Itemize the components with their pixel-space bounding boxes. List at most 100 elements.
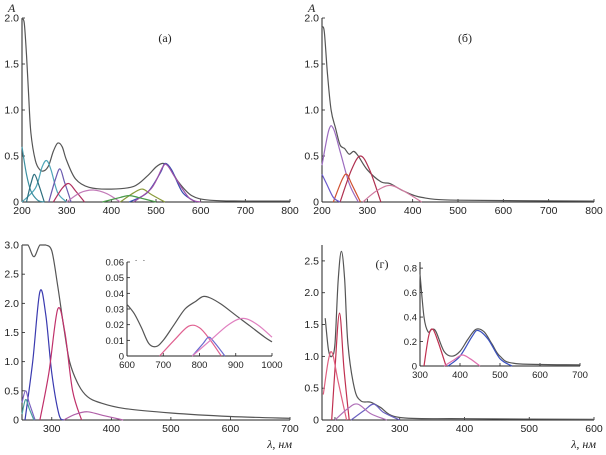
y-tick-label: 1.5 — [4, 327, 19, 339]
x-tick-label: 500 — [147, 205, 165, 217]
x-tick-label: 800 — [281, 205, 299, 217]
inset-total-spectrum-line — [126, 295, 273, 348]
y-tick-label: 0 — [313, 197, 319, 209]
y-tick-label: 0.02 — [106, 320, 125, 331]
total-spectrum-line — [321, 26, 595, 202]
gaussian-component-line — [339, 155, 382, 203]
y-tick-label: 0.01 — [106, 336, 125, 347]
y-tick-label: 0.03 — [106, 305, 125, 316]
y-tick-label: 0 — [119, 352, 124, 363]
y-tick-label: 0.5 — [4, 385, 19, 397]
gaussian-component-line — [25, 173, 45, 203]
x-tick-label: 600 — [192, 205, 210, 217]
panel-a: 200 300 400 500 600 700 800 0 0.5 1.0 1.5 2.0 (а) A — [4, 1, 299, 217]
x-axis-label: λ, нм — [266, 437, 292, 451]
x-tick-label: 300 — [391, 423, 409, 435]
y-tick-label: 0.5 — [304, 383, 319, 395]
y-tick-label: 0 — [412, 362, 417, 373]
x-tick-label: 500 — [162, 423, 180, 435]
x-tick-label: 300 — [412, 370, 428, 381]
gaussian-component-line — [332, 173, 362, 203]
y-tick-label: 0.05 — [106, 273, 125, 284]
x-tick-label: 500 — [520, 423, 538, 435]
y-tick-label: 2.0 — [4, 298, 19, 310]
y-tick-label: 1.5 — [304, 319, 319, 331]
y-tick-label: 2.0 — [304, 13, 319, 25]
gaussian-component-line — [331, 312, 350, 421]
y-tick-label: 2.0 — [304, 287, 319, 299]
y-tick-label: 0.5 — [4, 151, 19, 163]
x-tick-label: 700 — [540, 205, 558, 217]
x-tick-label: 200 — [13, 205, 31, 217]
y-tick-label: 0 — [13, 415, 19, 427]
y-tick-label: 1.5 — [4, 59, 19, 71]
gaussian-component-line — [133, 163, 201, 203]
x-tick-label: 400 — [456, 423, 474, 435]
y-tick-label: 1.0 — [4, 105, 19, 117]
panel-label: (а) — [158, 31, 171, 45]
x-tick-label: 400 — [452, 370, 468, 381]
x-tick-label: 200 — [326, 423, 344, 435]
x-axis-label: λ, нм — [570, 437, 596, 451]
gaussian-component-line — [322, 351, 348, 421]
gaussian-component-line — [21, 398, 35, 421]
x-tick-label: 700 — [572, 370, 588, 381]
y-tick-label: 0.6 — [404, 288, 417, 299]
gaussian-component-line — [321, 125, 359, 203]
y-tick-label: 1.0 — [304, 105, 319, 117]
y-tick-label: 3.0 — [4, 240, 19, 252]
y-tick-label: 0.8 — [404, 264, 417, 275]
inset-c: 600 700 800 900 1000 0 0.01 0.02 0.03 0.04 0.05 0.0… — [106, 258, 283, 372]
x-tick-label: 400 — [404, 205, 422, 217]
x-tick-label: 600 — [119, 360, 135, 371]
x-tick-label: 600 — [495, 205, 513, 217]
gaussian-component-line — [39, 307, 83, 421]
y-tick-label: 1.5 — [304, 59, 319, 71]
x-tick-label: 1000 — [261, 360, 282, 371]
y-tick-label: 2.0 — [4, 13, 19, 25]
y-tick-label: 0.06 — [106, 258, 125, 269]
gaussian-component-line — [21, 390, 36, 421]
y-tick-label: 0.5 — [304, 151, 319, 163]
x-tick-label: 600 — [222, 423, 240, 435]
gaussian-component-line — [21, 159, 68, 203]
inset-d: 300 400 500 600 700 0 0.2 0.4 0.6 0.8 — [404, 261, 588, 381]
inset-background — [126, 261, 273, 357]
x-tick-label: 300 — [359, 205, 377, 217]
x-tick-label: 400 — [103, 205, 121, 217]
inset-component-line — [423, 328, 447, 367]
y-tick-label: 0 — [13, 197, 19, 209]
x-tick-label: 300 — [43, 423, 61, 435]
x-tick-label: 500 — [449, 205, 467, 217]
gaussian-component-line — [102, 194, 157, 203]
y-tick-label: 1.0 — [304, 351, 319, 363]
y-tick-label: 0.4 — [404, 313, 417, 324]
gaussian-component-line — [24, 289, 65, 421]
panel-c: 30040050060070000.51.01.52.02.53.0(в)λ, … — [4, 240, 299, 452]
x-tick-label: 900 — [228, 360, 244, 371]
x-tick-label: 700 — [237, 205, 255, 217]
x-tick-label: 800 — [192, 360, 208, 371]
y-axis-label: A — [307, 1, 316, 15]
y-tick-label: 0 — [313, 415, 319, 427]
inset-component-line — [159, 324, 222, 357]
panel-d: 200 300 400 500 600 0 0.5 1.0 1.5 2.0 2.5 (г) λ, нм 3… — [304, 245, 603, 451]
x-tick-label: 500 — [492, 370, 508, 381]
y-tick-label: 2.5 — [4, 269, 19, 281]
inset-component-line — [443, 354, 481, 367]
gaussian-component-line — [66, 189, 121, 203]
x-tick-label: 300 — [58, 205, 76, 217]
inset-component-line — [191, 336, 226, 357]
x-tick-label: 800 — [585, 205, 603, 217]
gaussian-component-line — [334, 403, 388, 421]
y-tick-label: 1.0 — [4, 356, 19, 368]
gaussian-component-line — [48, 168, 72, 203]
y-tick-label: 2.5 — [304, 255, 319, 267]
gaussian-component-line — [321, 174, 341, 203]
inset-component-line — [191, 317, 273, 357]
gaussian-component-line — [350, 403, 400, 421]
gaussian-component-line — [63, 411, 124, 421]
x-tick-label: 600 — [585, 423, 603, 435]
x-tick-label: 600 — [532, 370, 548, 381]
